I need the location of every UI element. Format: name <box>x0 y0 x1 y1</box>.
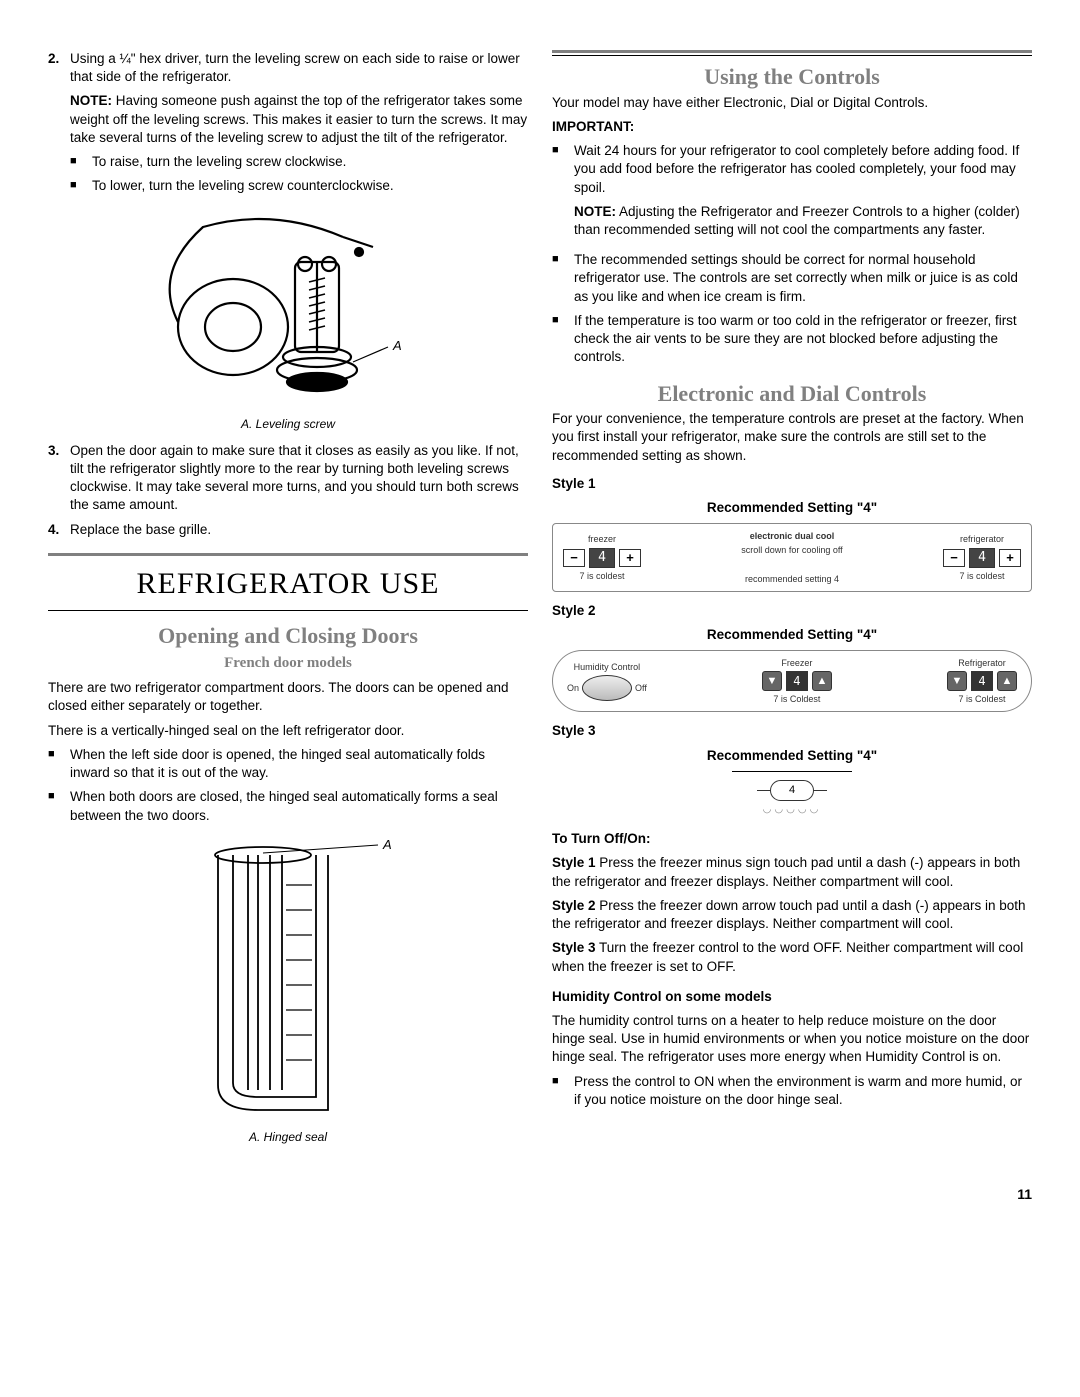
doors-p2: There is a vertically-hinged seal on the… <box>48 722 528 740</box>
hinged-seal-figure: A A. Hinged seal <box>48 835 528 1145</box>
refrigerator-segment: refrigerator − 4 + 7 is coldest <box>943 533 1021 581</box>
doors-b2: When both doors are closed, the hinged s… <box>48 788 528 824</box>
refrig-display: 4 <box>971 671 993 691</box>
leveling-screw-figure: A A. Leveling screw <box>48 212 528 432</box>
freezer-minus-button[interactable]: − <box>563 549 585 567</box>
humidity-b1: Press the control to ON when the environ… <box>552 1073 1032 1109</box>
refrig-minus-button[interactable]: − <box>943 549 965 567</box>
dial-control[interactable]: 4 <box>770 780 814 801</box>
figure-label-a: A <box>392 338 402 353</box>
leveling-screw-svg: A <box>143 212 433 412</box>
section-rule <box>552 50 1032 56</box>
freezer-plus-button[interactable]: + <box>619 549 641 567</box>
style1-control-panel: freezer − 4 + 7 is coldest electronic du… <box>552 523 1032 591</box>
turn-off-on-heading: To Turn Off/On: <box>552 830 1032 848</box>
electronic-dial-title: Electronic and Dial Controls <box>552 379 1032 409</box>
raise-lower-list: To raise, turn the leveling screw clockw… <box>70 153 528 195</box>
using-controls-title: Using the Controls <box>552 62 1032 92</box>
left-column: 2. Using a ¼" hex driver, turn the level… <box>48 50 528 1155</box>
step-text: Replace the base grille. <box>70 521 528 539</box>
hinged-seal-svg: A <box>158 835 418 1125</box>
step-3: 3. Open the door again to make sure that… <box>48 442 528 515</box>
section-title: REFRIGERATOR USE <box>48 553 528 612</box>
refrig-display: 4 <box>969 548 995 568</box>
freezer-display: 4 <box>589 548 615 568</box>
important-1-text: Wait 24 hours for your refrigerator to c… <box>574 143 1019 194</box>
step-number: 2. <box>48 50 70 202</box>
note-block: NOTE: Having someone push against the to… <box>70 92 528 147</box>
refrig-up-button[interactable]: ▲ <box>997 671 1017 691</box>
raise-text: To raise, turn the leveling screw clockw… <box>92 153 528 171</box>
important-label: IMPORTANT: <box>552 118 1032 136</box>
leveling-steps: 2. Using a ¼" hex driver, turn the level… <box>48 50 528 202</box>
style3-control: 4 ◡◡◡◡◡ <box>552 780 1032 816</box>
style2-control-panel: Humidity Control On Off Freezer ▼ 4 ▲ 7 … <box>552 650 1032 712</box>
doors-p1: There are two refrigerator compartment d… <box>48 679 528 715</box>
step-number: 4. <box>48 521 70 539</box>
important-list: Wait 24 hours for your refrigerator to c… <box>552 142 1032 366</box>
style2-label: Style 2 <box>552 602 1032 620</box>
step-2: 2. Using a ¼" hex driver, turn the level… <box>48 50 528 202</box>
style3-rule <box>732 771 852 772</box>
turn-style3: Style 3 Turn the freezer control to the … <box>552 939 1032 975</box>
humidity-dial[interactable] <box>582 675 632 701</box>
important-2: The recommended settings should be corre… <box>552 251 1032 306</box>
subsection-subtitle: French door models <box>48 653 528 673</box>
important-3: If the temperature is too warm or too co… <box>552 312 1032 367</box>
note-text: Having someone push against the top of t… <box>70 93 527 144</box>
important-1: Wait 24 hours for your refrigerator to c… <box>552 142 1032 245</box>
freezer-up-button[interactable]: ▲ <box>812 671 832 691</box>
step-body: Using a ¼" hex driver, turn the leveling… <box>70 50 528 202</box>
humidity-segment: Humidity Control On Off <box>567 661 647 701</box>
style1-label: Style 1 <box>552 475 1032 493</box>
freezer-down-button[interactable]: ▼ <box>762 671 782 691</box>
freezer-display: 4 <box>786 671 808 691</box>
page-number: 11 <box>48 1185 1032 1204</box>
lower-text: To lower, turn the leveling screw counte… <box>92 177 528 195</box>
refrig-segment: Refrigerator ▼ 4 ▲ 7 is Coldest <box>947 657 1017 705</box>
doors-b1: When the left side door is opened, the h… <box>48 746 528 782</box>
turn-style2: Style 2 Press the freezer down arrow tou… <box>552 897 1032 933</box>
fig1-caption: A. Leveling screw <box>48 416 528 432</box>
figure-label-a: A <box>382 837 392 852</box>
raise-item: To raise, turn the leveling screw clockw… <box>70 153 528 171</box>
style3-label: Style 3 <box>552 722 1032 740</box>
controls-intro: Your model may have either Electronic, D… <box>552 94 1032 112</box>
lower-item: To lower, turn the leveling screw counte… <box>70 177 528 195</box>
steps-3-4: 3. Open the door again to make sure that… <box>48 442 528 539</box>
rec-setting-2: Recommended Setting "4" <box>552 626 1032 644</box>
note-label: NOTE: <box>70 93 112 108</box>
page-columns: 2. Using a ¼" hex driver, turn the level… <box>48 50 1032 1155</box>
step-4: 4. Replace the base grille. <box>48 521 528 539</box>
step-number: 3. <box>48 442 70 515</box>
subsection-title: Opening and Closing Doors <box>48 621 528 651</box>
step-text: Using a ¼" hex driver, turn the leveling… <box>70 51 520 84</box>
refrig-plus-button[interactable]: + <box>999 549 1021 567</box>
rec-setting-3: Recommended Setting "4" <box>552 747 1032 765</box>
freezer-segment: Freezer ▼ 4 ▲ 7 is Coldest <box>762 657 832 705</box>
electronic-dial-intro: For your convenience, the temperature co… <box>552 410 1032 465</box>
humidity-bullets: Press the control to ON when the environ… <box>552 1073 1032 1109</box>
turn-style1: Style 1 Press the freezer minus sign tou… <box>552 854 1032 890</box>
humidity-text: The humidity control turns on a heater t… <box>552 1012 1032 1067</box>
doors-bullets: When the left side door is opened, the h… <box>48 746 528 825</box>
refrig-down-button[interactable]: ▼ <box>947 671 967 691</box>
step-text: Open the door again to make sure that it… <box>70 442 528 515</box>
right-column: Using the Controls Your model may have e… <box>552 50 1032 1155</box>
humidity-heading: Humidity Control on some models <box>552 988 1032 1006</box>
rec-setting-1: Recommended Setting "4" <box>552 499 1032 517</box>
center-segment: electronic dual cool scroll down for coo… <box>741 530 842 584</box>
freezer-segment: freezer − 4 + 7 is coldest <box>563 533 641 581</box>
fig2-caption: A. Hinged seal <box>48 1129 528 1145</box>
important-note: NOTE: Adjusting the Refrigerator and Fre… <box>574 203 1032 239</box>
